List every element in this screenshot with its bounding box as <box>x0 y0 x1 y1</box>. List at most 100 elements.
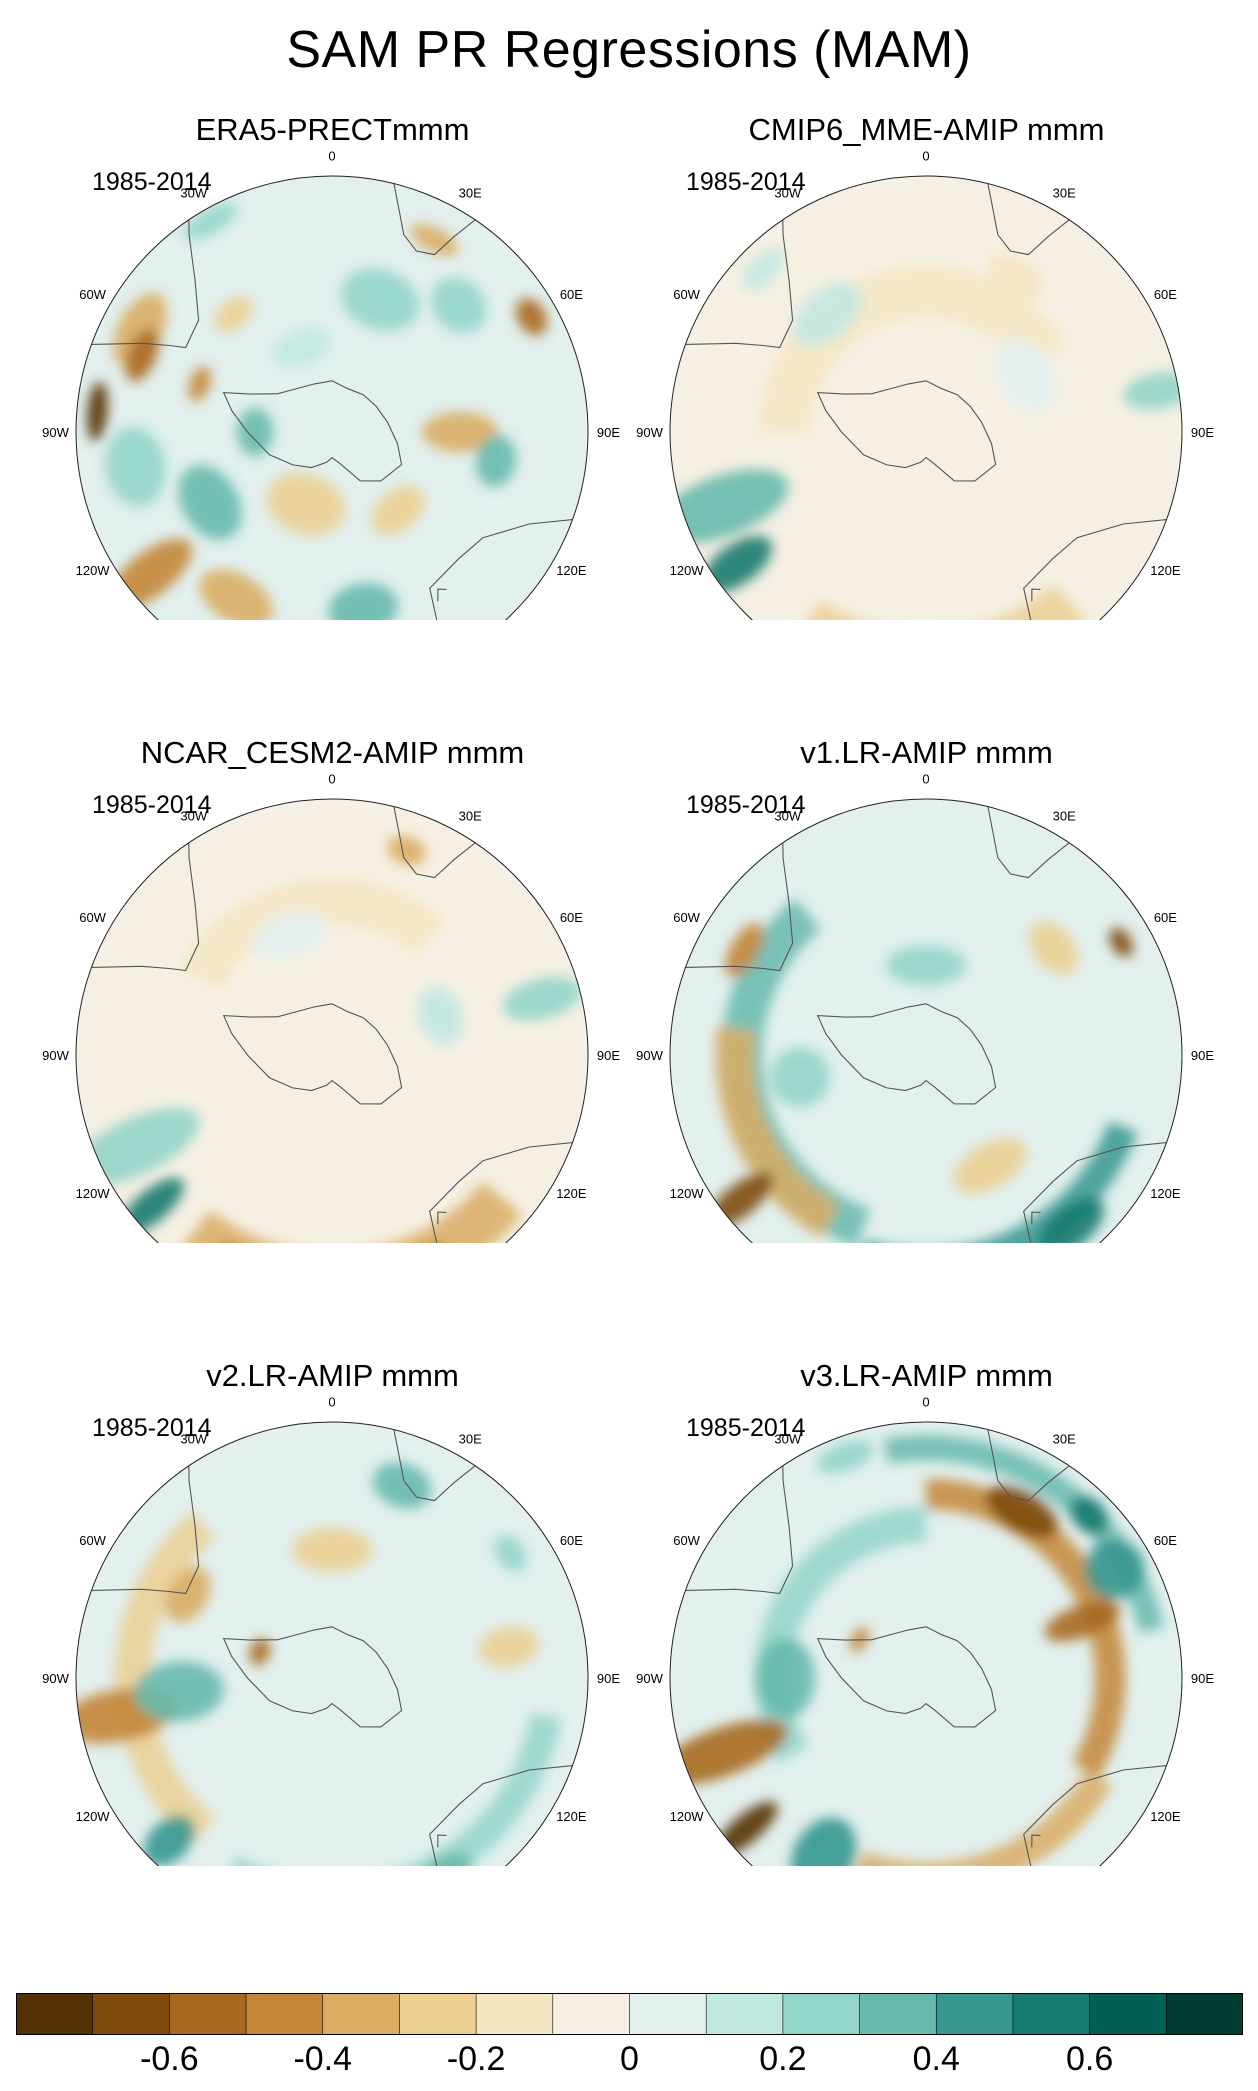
anomaly-patch <box>755 1638 816 1718</box>
anomaly-patch <box>816 1439 875 1474</box>
longitude-label: 60W <box>673 287 700 302</box>
precip-regression-field <box>670 1422 1182 1866</box>
anomaly-patch <box>1084 1539 1145 1600</box>
continent-coastline <box>429 519 573 620</box>
anomaly-band <box>852 1770 1113 1866</box>
anomaly-patch <box>417 986 464 1045</box>
anomaly-patch <box>1069 1495 1109 1535</box>
continent-coastline <box>393 806 476 879</box>
colorbar-tick-label: -0.6 <box>140 2040 199 2078</box>
longitude-label: 120E <box>1150 1809 1181 1824</box>
anomaly-patch <box>183 203 238 240</box>
polar-map: 030E60E90E120E150E180150W120W90W60W30W <box>636 772 1214 1243</box>
longitude-label: 60W <box>673 1533 700 1548</box>
colorbar-swatch <box>92 1993 170 2035</box>
coastlines <box>91 806 573 1243</box>
field-background <box>76 799 588 1243</box>
map-boundary <box>669 798 1183 1243</box>
anomaly-patch <box>292 1528 372 1572</box>
colorbar-swatch <box>322 1993 400 2035</box>
anomaly-patch <box>164 1566 211 1623</box>
longitude-label: 30E <box>1053 809 1076 824</box>
continent-coastline <box>1023 519 1167 620</box>
anomaly-patch <box>1044 1600 1121 1642</box>
longitude-label: 90E <box>1191 1671 1214 1686</box>
continent-coastline <box>393 183 476 256</box>
anomaly-patch <box>995 337 1056 412</box>
longitude-label: 120E <box>556 563 587 578</box>
anomaly-patch <box>249 1638 271 1666</box>
longitude-label: 30W <box>180 186 207 201</box>
colorbar <box>16 1993 1243 2035</box>
longitude-label: 30E <box>459 186 482 201</box>
longitude-label: 90E <box>1191 1048 1214 1063</box>
anomaly-patch <box>515 298 548 336</box>
anomaly-patch <box>792 282 862 346</box>
anomaly-patch <box>769 1047 830 1108</box>
anomaly-patch <box>1109 927 1133 958</box>
colorbar-swatch <box>552 1993 630 2035</box>
antarctica-coastline <box>222 380 403 482</box>
coastlines <box>685 806 1167 1243</box>
panel-title: NCAR_CESM2-AMIP mmm <box>140 735 525 770</box>
panel-era5: ERA5-PRECTmmm 1985-2014 030E60E90E120E15… <box>18 0 647 620</box>
longitude-label: 120W <box>76 563 111 578</box>
anomaly-band <box>179 878 446 990</box>
continent-coastline <box>987 183 1070 256</box>
continent-coastline <box>429 1142 573 1243</box>
anomaly-patch <box>105 426 166 507</box>
colorbar-swatch <box>246 1993 324 2035</box>
anomaly-patch <box>431 277 487 333</box>
continent-coastline <box>1031 588 1041 602</box>
anomaly-band <box>714 1025 840 1238</box>
colorbar-swatch <box>1012 1993 1091 2035</box>
colorbar-tick-label: 0 <box>620 2040 639 2078</box>
anomaly-patch <box>742 248 784 290</box>
anomaly-patch <box>1028 921 1079 975</box>
anomaly-patch <box>87 381 108 442</box>
coastlines <box>685 1429 1167 1866</box>
longitude-label: 90E <box>1191 425 1214 440</box>
colorbar-swatch <box>629 1993 707 2035</box>
longitude-label: 30E <box>459 809 482 824</box>
anomaly-patch <box>478 1626 539 1668</box>
longitude-label: 30E <box>1053 1432 1076 1447</box>
longitude-label: 30W <box>774 809 801 824</box>
panel-title: v1.LR-AMIP mmm <box>800 735 1053 770</box>
longitude-label: 0 <box>328 1395 335 1410</box>
continent-coastline <box>393 1429 476 1502</box>
longitude-label: 60E <box>560 1533 583 1548</box>
colorbar-swatch <box>706 1993 784 2035</box>
figure-title: SAM PR Regressions (MAM) <box>286 21 972 79</box>
longitude-label: 120E <box>1150 563 1181 578</box>
continent-coastline <box>685 219 794 349</box>
longitude-label: 90W <box>636 425 663 440</box>
panel-title: v3.LR-AMIP mmm <box>800 1358 1053 1393</box>
colorbar-swatch <box>782 1993 861 2035</box>
period-label: 1985-2014 <box>92 168 212 196</box>
longitude-label: 90W <box>42 1671 69 1686</box>
continent-coastline <box>1023 1142 1167 1243</box>
anomaly-patch <box>371 485 425 536</box>
continent-coastline <box>685 842 794 972</box>
anomaly-patch <box>328 583 398 620</box>
panel-title: ERA5-PRECTmmm <box>195 112 470 147</box>
antarctica-coastline <box>222 1003 403 1105</box>
anomaly-band <box>926 1478 1126 1778</box>
period-label: 1985-2014 <box>92 1414 212 1442</box>
map-boundary <box>75 175 589 620</box>
anomaly-patch <box>422 412 498 452</box>
longitude-label: 30W <box>180 809 207 824</box>
coastlines <box>685 183 1167 620</box>
longitude-label: 60E <box>560 287 583 302</box>
panel-cmip6-mme: CMIP6_MME-AMIP mmm 1985-2014 0 30E 60E 90E 1… <box>612 0 1241 620</box>
map-boundary <box>75 1421 589 1866</box>
anomaly-patch <box>953 1138 1027 1194</box>
anomaly-patch <box>670 1719 788 1786</box>
colorbar-tick-label: 0.4 <box>912 2040 960 2078</box>
colorbar-tick-label: 0.6 <box>1065 2040 1114 2078</box>
longitude-label: 60W <box>79 287 106 302</box>
anomaly-patch <box>178 465 242 540</box>
colorbar-tick-label: 0.2 <box>759 2040 807 2078</box>
anomaly-patch <box>134 1661 224 1722</box>
